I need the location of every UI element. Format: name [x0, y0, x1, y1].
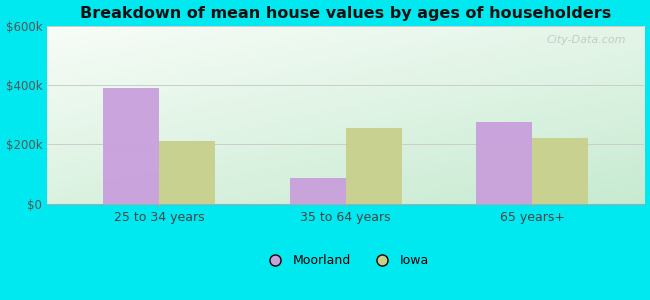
Bar: [103, 88, 159, 204]
Bar: [476, 122, 532, 204]
Title: Breakdown of mean house values by ages of householders: Breakdown of mean house values by ages o…: [80, 6, 612, 21]
Bar: [290, 178, 346, 204]
Text: City-Data.com: City-Data.com: [547, 35, 627, 45]
Legend: Moorland, Iowa: Moorland, Iowa: [257, 249, 434, 272]
Bar: [159, 141, 215, 204]
Bar: [346, 128, 402, 204]
Bar: [532, 139, 588, 204]
